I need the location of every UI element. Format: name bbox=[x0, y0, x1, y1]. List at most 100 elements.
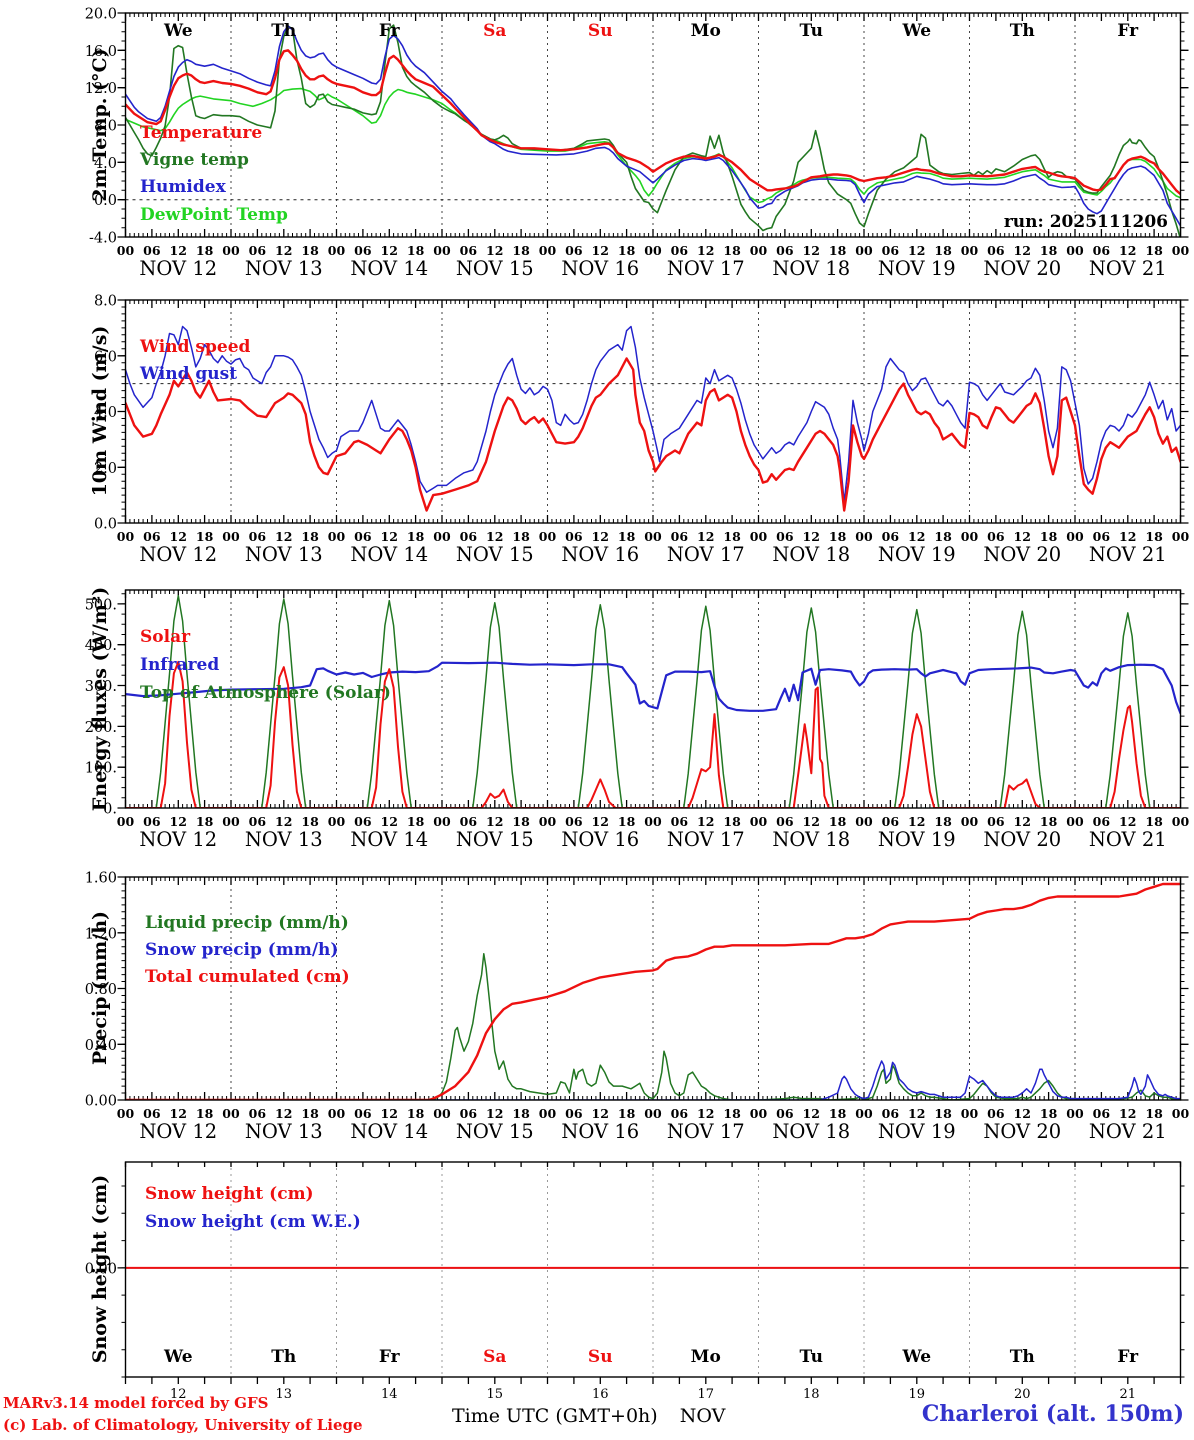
axis-label: 00 bbox=[855, 814, 873, 829]
axis-label: Fr bbox=[379, 1347, 401, 1367]
ylabel-snowheight: Snow height (cm) bbox=[89, 1174, 111, 1364]
axis-label: 200. bbox=[85, 720, 117, 736]
axis-label: 06 bbox=[882, 1106, 900, 1121]
axis-label: 00 bbox=[644, 814, 662, 829]
axis-label: NOV 12 bbox=[139, 543, 217, 566]
series-wind-gust bbox=[125, 325, 1181, 503]
axis-label: NOV 19 bbox=[878, 1120, 956, 1143]
axis-label: NOV 18 bbox=[772, 828, 850, 851]
axis-label: 00 bbox=[961, 243, 979, 258]
axis-label: 18 bbox=[407, 814, 425, 829]
axis-label: NOV 18 bbox=[772, 543, 850, 566]
axis-label: 06 bbox=[249, 1106, 267, 1121]
axis-label: 00 bbox=[855, 243, 873, 258]
axis-label: 1.20 bbox=[85, 926, 117, 942]
axis-label: 00 bbox=[539, 243, 557, 258]
axis-label: 00 bbox=[328, 243, 346, 258]
axis-label: NOV 13 bbox=[245, 1120, 323, 1143]
axis-label: 06 bbox=[460, 814, 478, 829]
axis-label: Tu bbox=[800, 1347, 823, 1367]
axis-label: NOV 17 bbox=[667, 828, 745, 851]
axis-label: NOV 21 bbox=[1089, 1120, 1167, 1143]
axis-label: 06 bbox=[882, 243, 900, 258]
axis-label: Th bbox=[271, 1347, 296, 1367]
plot-frame bbox=[124, 299, 1182, 524]
month-label: NOV bbox=[679, 1405, 726, 1427]
axis-label: NOV 12 bbox=[139, 257, 217, 280]
legend-wind-speed: Wind speed bbox=[140, 337, 251, 357]
axis-label: NOV 18 bbox=[772, 257, 850, 280]
axis-label: 06 bbox=[565, 243, 583, 258]
legend-snow-precip: Snow precip (mm/h) bbox=[145, 940, 339, 960]
series-temperature bbox=[125, 49, 1181, 196]
axis-label: 8.0 bbox=[94, 119, 117, 135]
axis-label: 00 bbox=[539, 1106, 557, 1121]
axis-label: Th bbox=[1010, 1347, 1035, 1367]
axis-label: 12 bbox=[486, 243, 503, 258]
axis-label: 00 bbox=[855, 1106, 873, 1121]
axis-label: NOV 21 bbox=[1089, 828, 1167, 851]
axis-label: NOV 19 bbox=[878, 543, 956, 566]
axis-label: 00 bbox=[222, 243, 240, 258]
axis-label: 18 bbox=[723, 814, 741, 829]
axis-label: 06 bbox=[354, 814, 372, 829]
axis-label: 00 bbox=[328, 1106, 346, 1121]
axis-label: NOV 17 bbox=[667, 543, 745, 566]
axis-label: 00 bbox=[1066, 814, 1084, 829]
axis-label: 06 bbox=[143, 814, 161, 829]
axis-label: 00 bbox=[750, 1106, 768, 1121]
axis-label: 12 bbox=[1014, 814, 1031, 829]
axis-label: 18 bbox=[1040, 1106, 1058, 1121]
axis-label: 12 bbox=[275, 1106, 292, 1121]
axis-label: NOV 12 bbox=[139, 828, 217, 851]
axis-label: 12 bbox=[1119, 1106, 1136, 1121]
axis-label: 12.0 bbox=[85, 81, 117, 97]
axis-label: Sa bbox=[483, 21, 506, 41]
axis-label: 12 bbox=[908, 243, 925, 258]
axis-label: 06 bbox=[249, 243, 267, 258]
time-axis-unit: Time UTC (GMT+0h) bbox=[452, 1405, 658, 1427]
axis-label: 12 bbox=[908, 529, 925, 544]
axis-label: 16 bbox=[592, 1387, 609, 1402]
axis-label: 0.0 bbox=[94, 517, 117, 533]
axis-label: 00 bbox=[1172, 529, 1190, 544]
axis-label: 0. bbox=[103, 802, 117, 818]
axis-label: 12 bbox=[381, 1106, 398, 1121]
day-gridlines bbox=[230, 13, 1076, 237]
axis-label: 06 bbox=[143, 1106, 161, 1121]
axis-label: NOV 16 bbox=[561, 1120, 639, 1143]
axis-label: 12 bbox=[170, 1106, 187, 1121]
axis-label: NOV 13 bbox=[245, 543, 323, 566]
axis-label: 00 bbox=[328, 814, 346, 829]
axis-label: 06 bbox=[249, 814, 267, 829]
minor-ticks bbox=[121, 12, 1185, 238]
axis-label: 18 bbox=[829, 814, 847, 829]
series-wind-speed bbox=[125, 357, 1181, 512]
axis-label: 06 bbox=[987, 814, 1005, 829]
axis-label: 00 bbox=[222, 1106, 240, 1121]
axis-label: 18 bbox=[723, 243, 741, 258]
axis-label: 12 bbox=[170, 814, 187, 829]
axis-label: 06 bbox=[1093, 814, 1111, 829]
axis-label: 300. bbox=[85, 679, 117, 695]
axis-label: Sa bbox=[483, 1347, 506, 1367]
axis-label: Th bbox=[271, 21, 296, 41]
axis-label: NOV 20 bbox=[983, 543, 1061, 566]
axis-label: Fr bbox=[379, 21, 401, 41]
axis-label: 12 bbox=[170, 1387, 187, 1402]
axis-label: 18 bbox=[934, 814, 952, 829]
panel-snowheight: 0.00 We Th Fr Sa Su Mo Tu We Th Fr 12 13 14 15 16 17 18 19… bbox=[85, 1161, 1189, 1402]
series-total-cumulated bbox=[125, 882, 1181, 1100]
axis-label: NOV 15 bbox=[456, 828, 534, 851]
axis-label: 21 bbox=[1119, 1387, 1136, 1402]
run-label: run: 2025111206 bbox=[1003, 212, 1168, 232]
axis-label: 0.0 bbox=[94, 193, 117, 209]
axis-label: 18 bbox=[723, 1106, 741, 1121]
model-credit-line2: (c) Lab. of Climatology, University of L… bbox=[3, 1416, 363, 1434]
axis-label: 00 bbox=[1172, 814, 1190, 829]
axis-label: 06 bbox=[776, 814, 794, 829]
axis-label: NOV 20 bbox=[983, 1120, 1061, 1143]
axis-label: 18 bbox=[301, 1106, 319, 1121]
legend-wind-gust: Wind gust bbox=[140, 364, 238, 384]
